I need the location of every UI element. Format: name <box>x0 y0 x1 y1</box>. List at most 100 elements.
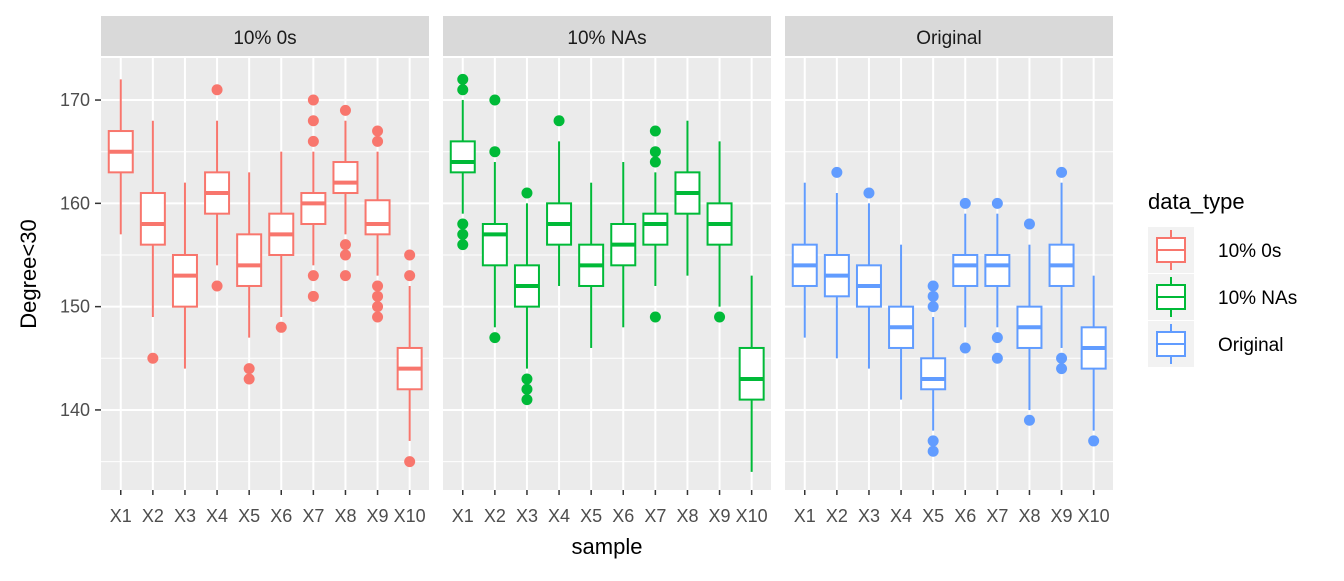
outlier-point <box>457 73 469 85</box>
box-X9 <box>364 125 391 323</box>
outlier-point <box>1056 352 1068 364</box>
outlier-point <box>339 104 351 116</box>
box-X4 <box>546 115 573 286</box>
x-tick-label: X6 <box>954 506 976 526</box>
x-tick-label: X9 <box>1051 506 1073 526</box>
x-tick-label: X3 <box>858 506 880 526</box>
x-tick-label: X6 <box>270 506 292 526</box>
facet-strip <box>101 16 429 56</box>
panel-background <box>443 58 771 490</box>
box-X1 <box>791 182 818 338</box>
x-tick-label: X9 <box>367 506 389 526</box>
outlier-point <box>372 311 384 323</box>
x-tick-label: X10 <box>394 506 426 526</box>
legend-key-2: Original <box>1148 321 1283 367</box>
facet-panel-1: 10% NAs X1 X2 X3 X4 X5 X6 X7 X8 X9 X10 <box>443 16 771 526</box>
outlier-point <box>307 290 319 302</box>
outlier-point <box>307 115 319 127</box>
outlier-point <box>521 187 533 199</box>
legend: data_type 10% 0s 10% NAs Original <box>1148 189 1297 367</box>
box-X8 <box>332 104 359 282</box>
box-X2 <box>481 94 508 344</box>
x-tick-label: X8 <box>676 506 698 526</box>
legend-key-0: 10% 0s <box>1148 227 1281 273</box>
box-X7 <box>984 197 1011 364</box>
facet-strip-label: 10% NAs <box>567 28 646 49</box>
panel-background <box>101 58 429 490</box>
outlier-point <box>521 394 533 406</box>
legend-label: 10% NAs <box>1218 288 1297 309</box>
outlier-point <box>1088 435 1100 447</box>
outlier-point <box>1056 363 1068 375</box>
box-X5 <box>236 172 263 385</box>
box-X9 <box>706 141 733 323</box>
box-X3 <box>513 187 540 406</box>
box-X10 <box>1080 275 1107 447</box>
outlier-point <box>457 84 469 96</box>
x-tick-label: X4 <box>890 506 912 526</box>
x-tick-label: X2 <box>484 506 506 526</box>
outlier-point <box>372 280 384 292</box>
box-iqr <box>920 357 947 391</box>
y-tick-label: 160 <box>60 193 90 213</box>
outlier-point <box>991 197 1003 209</box>
facet-strip-label: 10% 0s <box>233 28 296 49</box>
outlier-point <box>489 94 501 106</box>
outlier-point <box>404 249 416 261</box>
facet-strip <box>443 16 771 56</box>
box-iqr <box>364 199 391 236</box>
legend-label: 10% 0s <box>1218 241 1281 262</box>
x-tick-label: X5 <box>238 506 260 526</box>
facet-panel-2: Original X1 X2 X3 X4 X5 X6 X7 X8 X9 X10 <box>785 16 1113 526</box>
x-tick-label: X10 <box>1078 506 1110 526</box>
outlier-point <box>553 115 565 127</box>
box-X4 <box>888 244 915 400</box>
x-tick-label: X3 <box>174 506 196 526</box>
outlier-point <box>831 166 843 178</box>
x-tick-label: X1 <box>452 506 474 526</box>
outlier-point <box>307 94 319 106</box>
x-tick-label: X4 <box>206 506 228 526</box>
legend-label: Original <box>1218 335 1283 356</box>
box-X1 <box>107 79 134 235</box>
outlier-point <box>1056 166 1068 178</box>
box-iqr <box>300 192 327 226</box>
outlier-point <box>457 228 469 240</box>
outlier-point <box>959 197 971 209</box>
outlier-point <box>339 249 351 261</box>
outlier-point <box>959 342 971 354</box>
box-iqr <box>738 346 765 401</box>
outlier-point <box>147 352 159 364</box>
outlier-point <box>372 135 384 147</box>
box-iqr <box>236 233 263 287</box>
box-X4 <box>204 84 231 292</box>
outlier-point <box>372 125 384 137</box>
box-X3 <box>855 187 882 369</box>
box-X5 <box>578 182 605 348</box>
box-X6 <box>952 197 979 354</box>
outlier-point <box>307 135 319 147</box>
facet-panel-0: 10% 0s X1 X2 X3 X4 X5 X6 X7 X8 X9 X10 <box>101 16 429 526</box>
outlier-point <box>991 332 1003 344</box>
x-tick-label: X1 <box>110 506 132 526</box>
outlier-point <box>404 270 416 282</box>
box-iqr <box>171 253 198 308</box>
legend-key-1: 10% NAs <box>1148 274 1297 320</box>
outlier-point <box>243 373 255 385</box>
box-iqr <box>481 223 508 267</box>
x-tick-label: X5 <box>580 506 602 526</box>
outlier-point <box>927 445 939 457</box>
box-X2 <box>139 120 166 364</box>
box-X8 <box>1016 218 1043 426</box>
outlier-point <box>1023 414 1035 426</box>
x-tick-label: X9 <box>709 506 731 526</box>
box-X6 <box>268 151 295 333</box>
x-tick-label: X2 <box>826 506 848 526</box>
legend-title: data_type <box>1148 189 1245 214</box>
outlier-point <box>649 156 661 168</box>
box-X9 <box>1048 166 1075 375</box>
box-X10 <box>738 275 765 472</box>
x-tick-label: X4 <box>548 506 570 526</box>
outlier-point <box>489 146 501 158</box>
outlier-point <box>649 146 661 158</box>
